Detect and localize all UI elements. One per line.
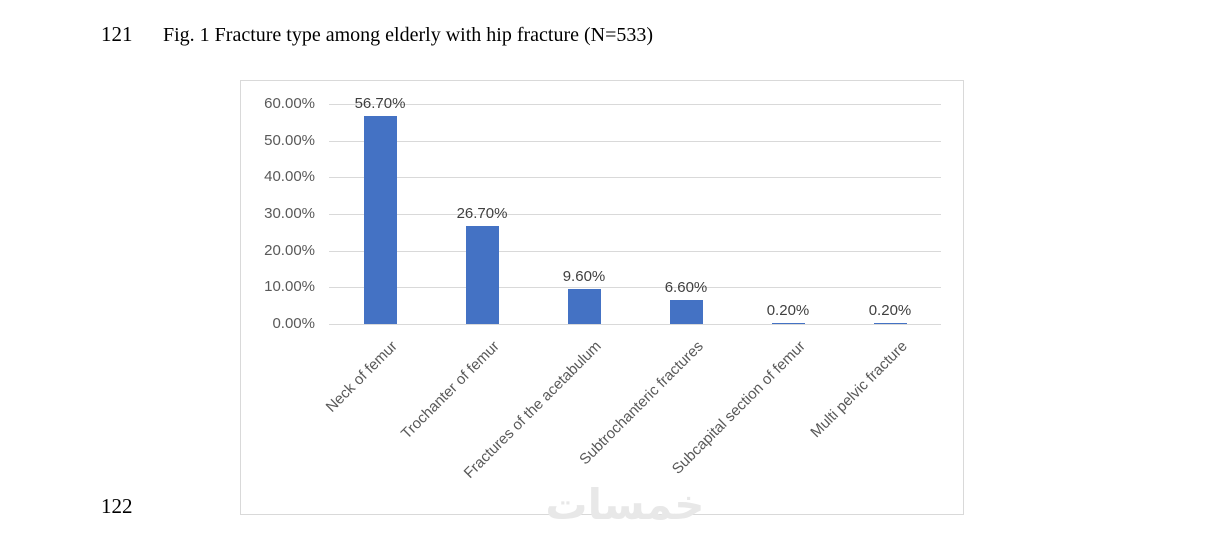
bar-value-label: 0.20% [766, 302, 810, 320]
x-axis-category-label: Neck of femur [322, 337, 401, 416]
y-axis-tick-label: 0.00% [272, 315, 315, 332]
bar-1 [363, 116, 397, 324]
figure-bar-chart[interactable]: 60.00% 50.00% 40.00% 30.00% 20.00% 10.00% 0.00… [240, 80, 964, 515]
y-axis-tick-label: 60.00% [264, 95, 315, 112]
y-gridline [329, 214, 941, 215]
bar-4 [669, 299, 703, 324]
bar-value-label: 56.70% [354, 95, 406, 113]
bar-value-label: 9.60% [562, 267, 606, 285]
x-axis-category-label: Multi pelvic fracture [807, 337, 911, 442]
bar-3 [567, 288, 601, 324]
bar-2 [465, 226, 499, 324]
y-axis-tick-label: 20.00% [264, 242, 315, 259]
bar-value-label: 0.20% [868, 302, 912, 320]
y-gridline [329, 177, 941, 178]
plot-area: 60.00% 50.00% 40.00% 30.00% 20.00% 10.00% 0.00… [241, 81, 963, 514]
y-axis-tick-label: 50.00% [264, 132, 315, 149]
y-axis-tick-label: 40.00% [264, 168, 315, 185]
y-axis-tick-label: 30.00% [264, 205, 315, 222]
y-gridline [329, 251, 941, 252]
line-number-122: 122 [101, 494, 133, 518]
x-axis-category-label: Trochanter of femur [397, 337, 503, 443]
y-axis-tick-label: 10.00% [264, 278, 315, 295]
y-gridline [329, 287, 941, 288]
y-gridline [329, 324, 941, 325]
watermark-khamsat-logo: خمسات [545, 480, 705, 529]
bar-value-label: 6.60% [664, 278, 708, 296]
y-gridline [329, 141, 941, 142]
bar-6 [873, 323, 907, 324]
line-number-121: 121 [101, 22, 133, 46]
y-gridline [329, 104, 941, 105]
figure-caption: Fig. 1 Fracture type among elderly with … [163, 24, 654, 46]
bar-5 [771, 323, 805, 324]
bar-value-label: 26.70% [456, 205, 508, 223]
